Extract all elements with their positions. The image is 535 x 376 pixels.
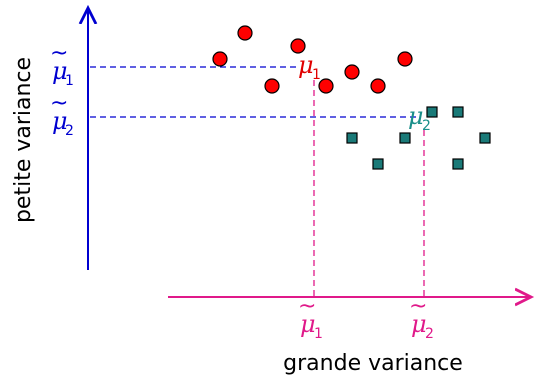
cluster-2-point xyxy=(372,158,384,170)
cluster-1-point xyxy=(290,38,306,54)
cluster-1-point xyxy=(370,78,386,94)
cluster-2-points xyxy=(346,106,491,170)
svg-text:2: 2 xyxy=(422,118,431,134)
cluster-1-point xyxy=(264,78,280,94)
cluster-2-point xyxy=(479,132,491,144)
svg-text:μ: μ xyxy=(298,51,314,79)
svg-text:μ: μ xyxy=(300,310,316,338)
y-tick-mu1-tilde: μ 1 ~ xyxy=(50,41,74,89)
svg-text:~: ~ xyxy=(50,91,68,116)
svg-text:~: ~ xyxy=(298,294,316,319)
cluster-2-label: μ 2 xyxy=(408,102,431,134)
y-axis-label: petite variance xyxy=(11,57,36,223)
svg-text:~: ~ xyxy=(50,41,68,66)
y-tick-mu2-tilde: μ 2 ~ xyxy=(50,91,74,139)
svg-text:~: ~ xyxy=(409,294,427,319)
svg-text:1: 1 xyxy=(314,326,323,342)
x-tick-mu1-tilde: μ 1 ~ xyxy=(298,294,323,342)
cluster-1-point xyxy=(397,51,413,67)
svg-text:μ: μ xyxy=(408,102,424,130)
cluster-2-point xyxy=(426,106,438,118)
svg-text:μ: μ xyxy=(411,310,427,338)
svg-text:1: 1 xyxy=(65,73,74,89)
cluster-1-point xyxy=(237,25,253,41)
cluster-1-point xyxy=(318,78,334,94)
svg-text:2: 2 xyxy=(425,326,434,342)
x-tick-mu2-tilde: μ 2 ~ xyxy=(409,294,434,342)
cluster-1-points xyxy=(212,25,413,94)
cluster-2-point xyxy=(452,158,464,170)
cluster-2-point xyxy=(452,106,464,118)
svg-text:μ: μ xyxy=(52,107,68,135)
x-axis-label: grande variance xyxy=(283,351,463,376)
cluster-2-point xyxy=(399,132,411,144)
svg-text:1: 1 xyxy=(312,67,321,83)
cluster-1-point xyxy=(212,51,228,67)
svg-text:2: 2 xyxy=(65,123,74,139)
cluster-1-label: μ 1 xyxy=(298,51,321,83)
cluster-2-point xyxy=(346,132,358,144)
svg-text:μ: μ xyxy=(52,57,68,85)
cluster-1-point xyxy=(344,64,360,80)
